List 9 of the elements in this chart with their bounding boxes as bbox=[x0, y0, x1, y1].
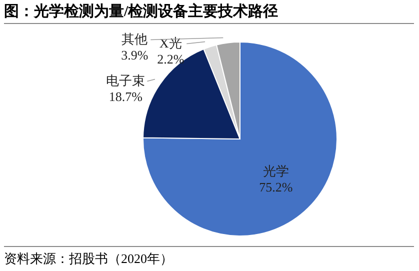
chart-title: 图：光学检测为量/检测设备主要技术路径 bbox=[4, 2, 414, 24]
data-label: 18.7% bbox=[108, 89, 143, 104]
slice-label: 电子束 bbox=[106, 73, 146, 88]
slice-label: 光学 bbox=[262, 163, 289, 178]
text: 资料来源：招股书（2020年） bbox=[4, 246, 414, 268]
data-label: 75.2% bbox=[259, 179, 293, 194]
data-label: 2.2% bbox=[157, 52, 184, 67]
data-label: 3.9% bbox=[121, 48, 148, 63]
slice-label: 其他 bbox=[122, 32, 148, 47]
